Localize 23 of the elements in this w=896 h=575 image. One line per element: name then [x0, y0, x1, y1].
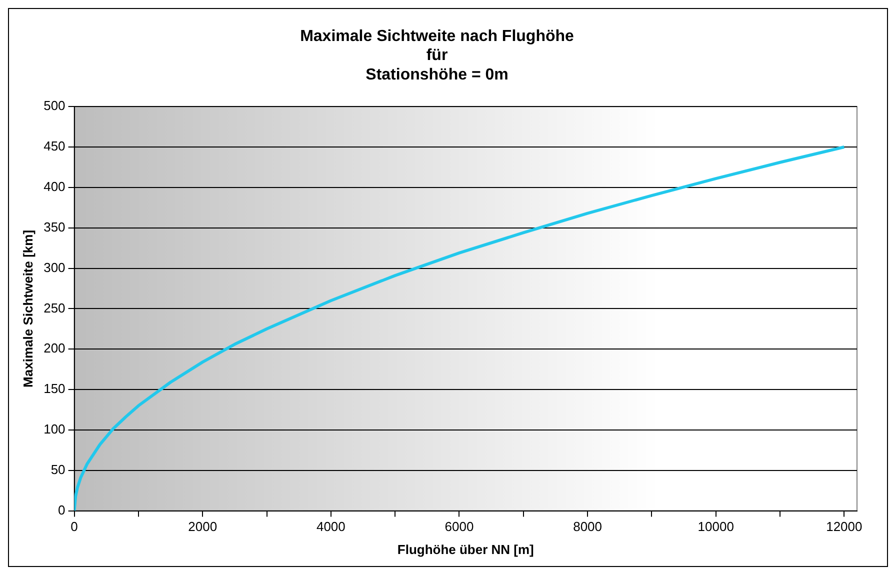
text: Stationshöhe = 0m — [366, 66, 508, 84]
y-axis-title: Maximale Sichtweite [km] — [20, 230, 36, 388]
y-tick-label: 450 — [44, 138, 66, 154]
x-tick-label: 2000 — [188, 519, 218, 534]
text: für — [426, 47, 448, 64]
y-tick-label: 0 — [58, 502, 66, 518]
y-tick-label: 500 — [44, 98, 66, 114]
x-tick-label: 4000 — [316, 519, 346, 534]
y-tick-label: 250 — [44, 300, 66, 316]
y-tick-label: 100 — [44, 422, 66, 437]
x-axis-title: Flughöhe über NN [m] — [397, 542, 534, 557]
x-tick-label: 6000 — [444, 519, 474, 534]
x-tick-label: 12000 — [826, 519, 862, 534]
y-tick-label: 150 — [44, 381, 66, 396]
x-tick-label: 0 — [70, 519, 78, 534]
y-tick-label: 350 — [44, 219, 66, 234]
y-tick-label: 300 — [44, 260, 66, 275]
x-tick-label: 8000 — [573, 519, 602, 534]
text: Maximale Sichtweite nach Flughöhe — [300, 28, 574, 46]
y-tick-label: 400 — [44, 179, 66, 194]
y-tick-label: 200 — [44, 340, 66, 356]
y-tick-label: 50 — [50, 462, 66, 477]
x-tick-label: 10000 — [698, 519, 734, 534]
